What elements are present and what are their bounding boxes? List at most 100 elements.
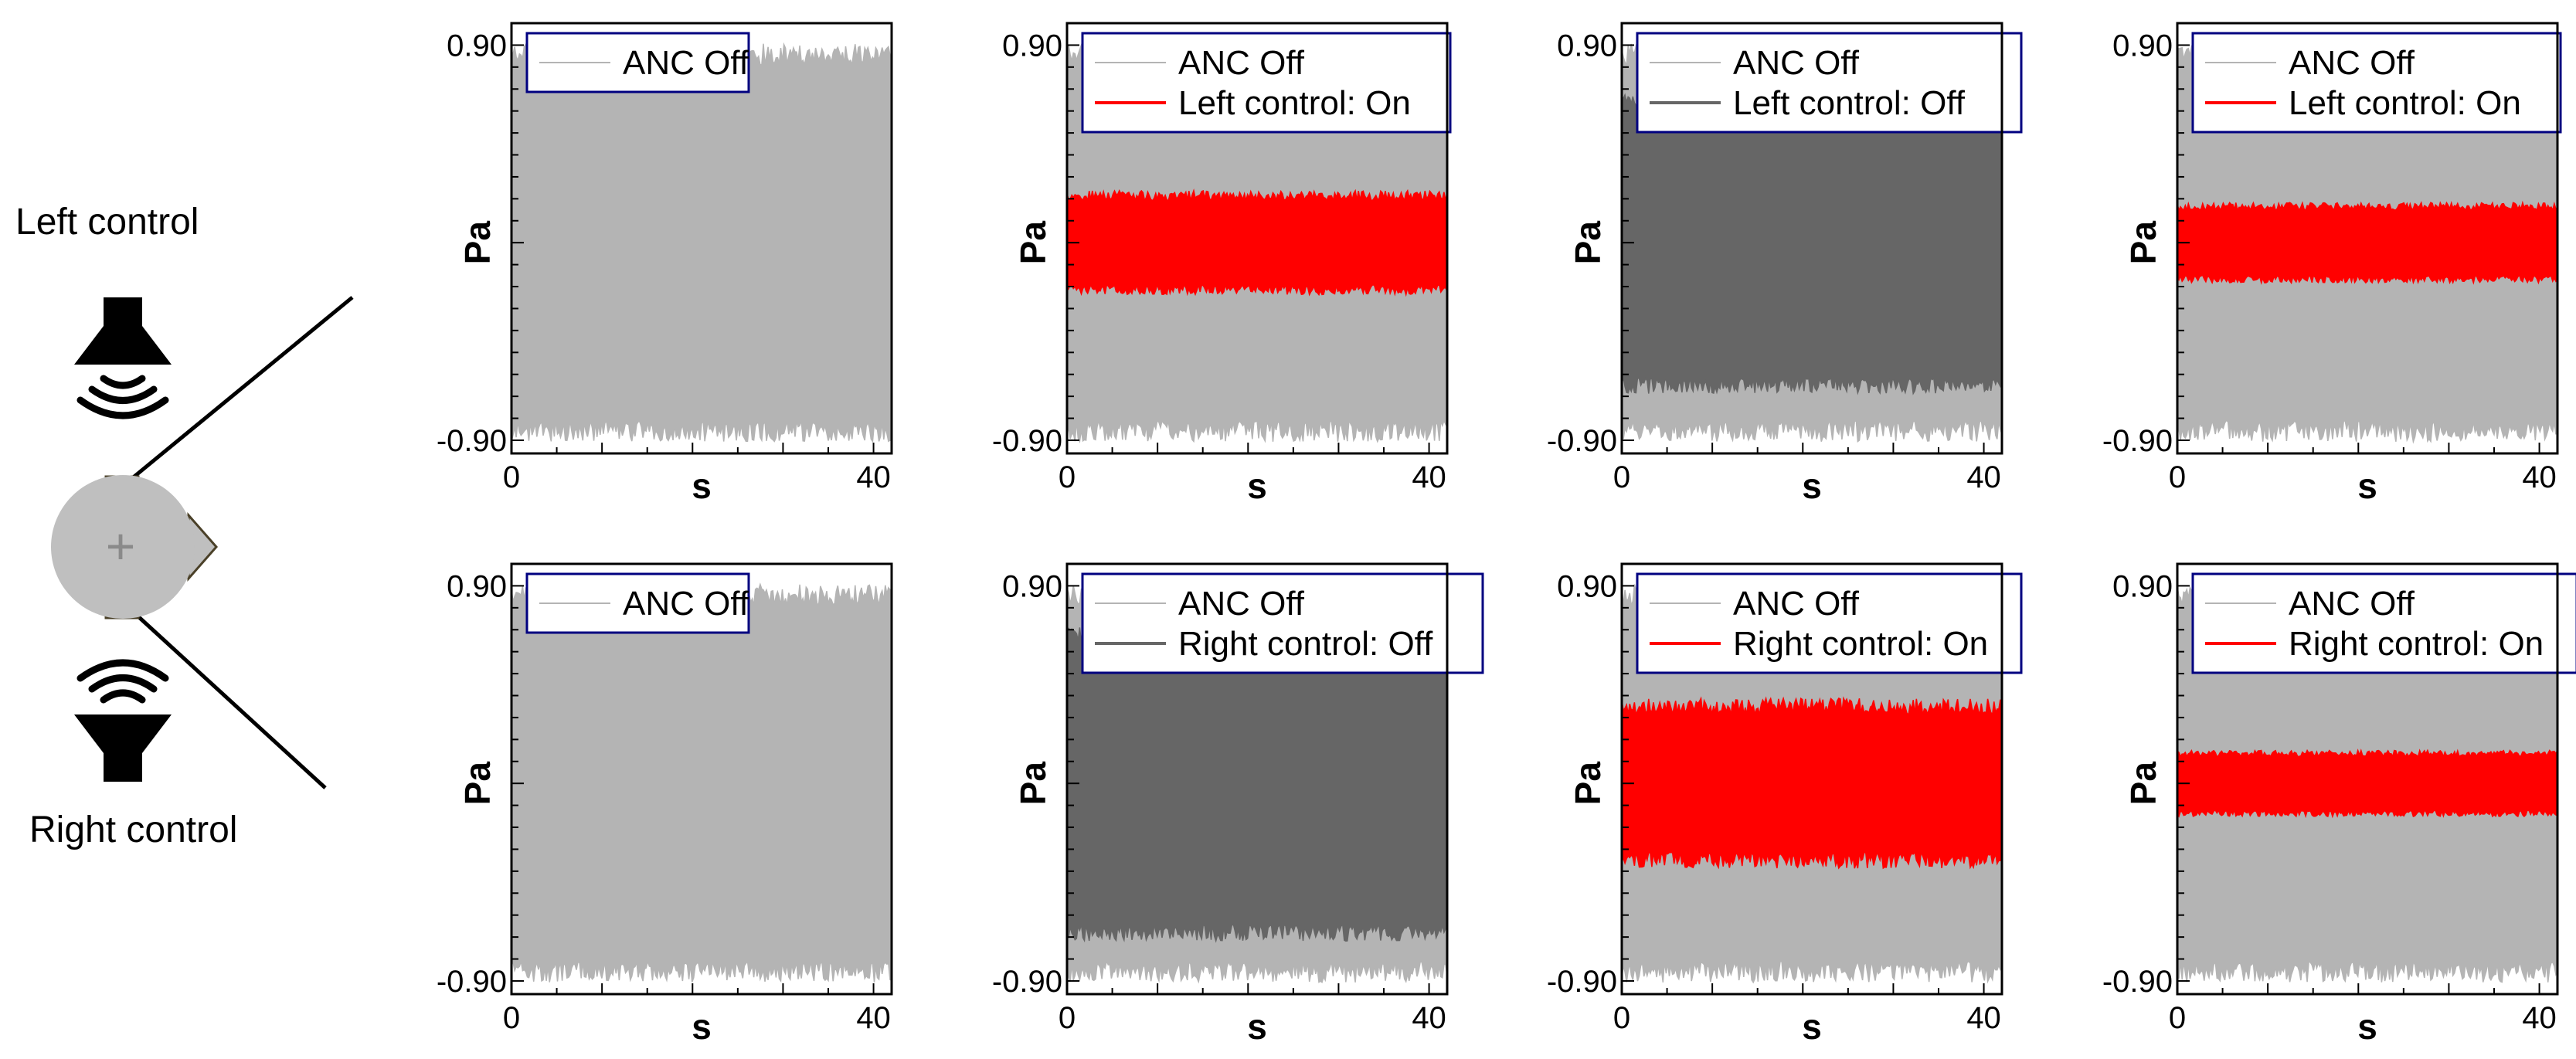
x-axis-label: s — [1802, 1006, 1822, 1047]
plot-frame — [1065, 562, 1449, 996]
left-path-line — [130, 296, 354, 480]
legend-entry-label: Right control: On — [2289, 625, 2544, 663]
legend-box — [1636, 572, 2023, 674]
x-axis-label: s — [1247, 1006, 1267, 1047]
legend-entry-label: ANC Off — [2289, 44, 2415, 82]
y-tick-label-top: 0.90 — [2112, 569, 2173, 603]
plot-area — [1622, 42, 2002, 443]
plot-area — [1067, 42, 1447, 444]
y-axis-label: Pa — [457, 762, 498, 806]
plot-frame — [2176, 562, 2559, 996]
y-tick-label-top: 0.90 — [1002, 569, 1062, 603]
y-tick-label-top: 0.90 — [2112, 29, 2173, 63]
x-tick-label-end: 40 — [856, 1001, 891, 1035]
x-tick-label-start: 0 — [503, 460, 520, 494]
legend-entry-label: ANC Off — [1178, 44, 1305, 82]
legend-entry-label: Left control: Off — [1733, 84, 1966, 122]
legend-entry-label: Left control: On — [2289, 84, 2521, 122]
plot-frame — [1065, 22, 1449, 455]
legend-box — [2191, 572, 2576, 674]
plot-area — [2177, 582, 2557, 983]
series-control_on-signal — [1067, 188, 1447, 297]
y-tick-label-top: 0.90 — [1557, 569, 1617, 603]
y-tick-label-top: 0.90 — [1557, 29, 1617, 63]
plot-frame — [510, 562, 893, 996]
legend-box — [1081, 572, 1484, 674]
chart-panel-1: ANC Off 0.90 -0.900 40 s Pa — [437, 22, 893, 506]
legend-entry-label: ANC Off — [1733, 585, 1860, 623]
x-tick-label-end: 40 — [1412, 1001, 1446, 1035]
x-axis-label: s — [1247, 466, 1267, 506]
y-axis-label: Pa — [1013, 762, 1053, 806]
chart-panel-5: ANC Off 0.90 -0.900 40 s Pa — [437, 562, 893, 1047]
series-anc_off-signal — [511, 582, 892, 983]
y-axis-label: Pa — [1568, 762, 1608, 806]
legend-box — [2191, 32, 2562, 134]
x-tick-label-end: 40 — [2522, 1001, 2557, 1035]
y-tick-label-bottom: -0.90 — [1547, 424, 1617, 458]
plot-frame — [1620, 562, 2003, 996]
left-control-label: Left control — [15, 202, 199, 243]
legend-entry-label: Right control: Off — [1178, 625, 1433, 663]
head-diagram: Left control + Right control — [15, 202, 354, 850]
legend-entry-label: ANC Off — [623, 585, 749, 623]
x-tick-label-start: 0 — [1613, 1001, 1630, 1035]
x-tick-label-start: 0 — [1059, 1001, 1076, 1035]
y-tick-label-top: 0.90 — [447, 569, 507, 603]
x-tick-label-end: 40 — [856, 460, 891, 494]
x-tick-label-end: 40 — [1966, 1001, 2001, 1035]
head-center-marker: + — [106, 518, 136, 575]
x-tick-label-start: 0 — [2169, 1001, 2186, 1035]
plot-area — [511, 42, 892, 443]
x-tick-label-end: 40 — [1412, 460, 1446, 494]
x-axis-label: s — [2357, 1006, 2377, 1047]
legend-entry-label: ANC Off — [1178, 585, 1305, 623]
x-tick-label-start: 0 — [503, 1001, 520, 1035]
y-axis-label: Pa — [2123, 762, 2163, 806]
y-tick-label-top: 0.90 — [447, 29, 507, 63]
legend: ANC Off — [525, 32, 750, 93]
x-axis-label: s — [2357, 466, 2377, 506]
y-tick-label-top: 0.90 — [1002, 29, 1062, 63]
right-speaker-icon — [74, 659, 172, 782]
plot-area — [511, 582, 892, 983]
legend: ANC Off — [525, 572, 750, 634]
y-tick-label-bottom: -0.90 — [1547, 965, 1617, 999]
y-tick-label-bottom: -0.90 — [992, 424, 1062, 458]
legend-entry-label: Left control: On — [1178, 84, 1411, 122]
right-path-line — [130, 609, 327, 789]
series-control_off-signal — [1622, 90, 2002, 395]
y-tick-label-bottom: -0.90 — [2102, 424, 2173, 458]
legend-entry-label: ANC Off — [2289, 585, 2415, 623]
legend-entry-label: ANC Off — [623, 44, 749, 82]
y-axis-label: Pa — [457, 221, 498, 265]
legend-box — [1081, 32, 1452, 134]
x-tick-label-end: 40 — [1966, 460, 2001, 494]
series-control_on-signal — [2177, 200, 2557, 285]
y-tick-label-bottom: -0.90 — [437, 424, 507, 458]
x-tick-label-end: 40 — [2522, 460, 2557, 494]
right-control-label: Right control — [29, 810, 237, 850]
y-tick-label-bottom: -0.90 — [437, 965, 507, 999]
x-tick-label-start: 0 — [1613, 460, 1630, 494]
legend-entry-label: ANC Off — [1733, 44, 1860, 82]
y-axis-label: Pa — [1013, 221, 1053, 265]
series-anc_off-signal — [511, 42, 892, 443]
plot-area — [1067, 583, 1447, 984]
head-icon: + — [51, 475, 218, 619]
x-tick-label-start: 0 — [1059, 460, 1076, 494]
series-control_on-signal — [1622, 696, 2002, 870]
y-tick-label-bottom: -0.90 — [2102, 965, 2173, 999]
x-axis-label: s — [692, 466, 712, 506]
